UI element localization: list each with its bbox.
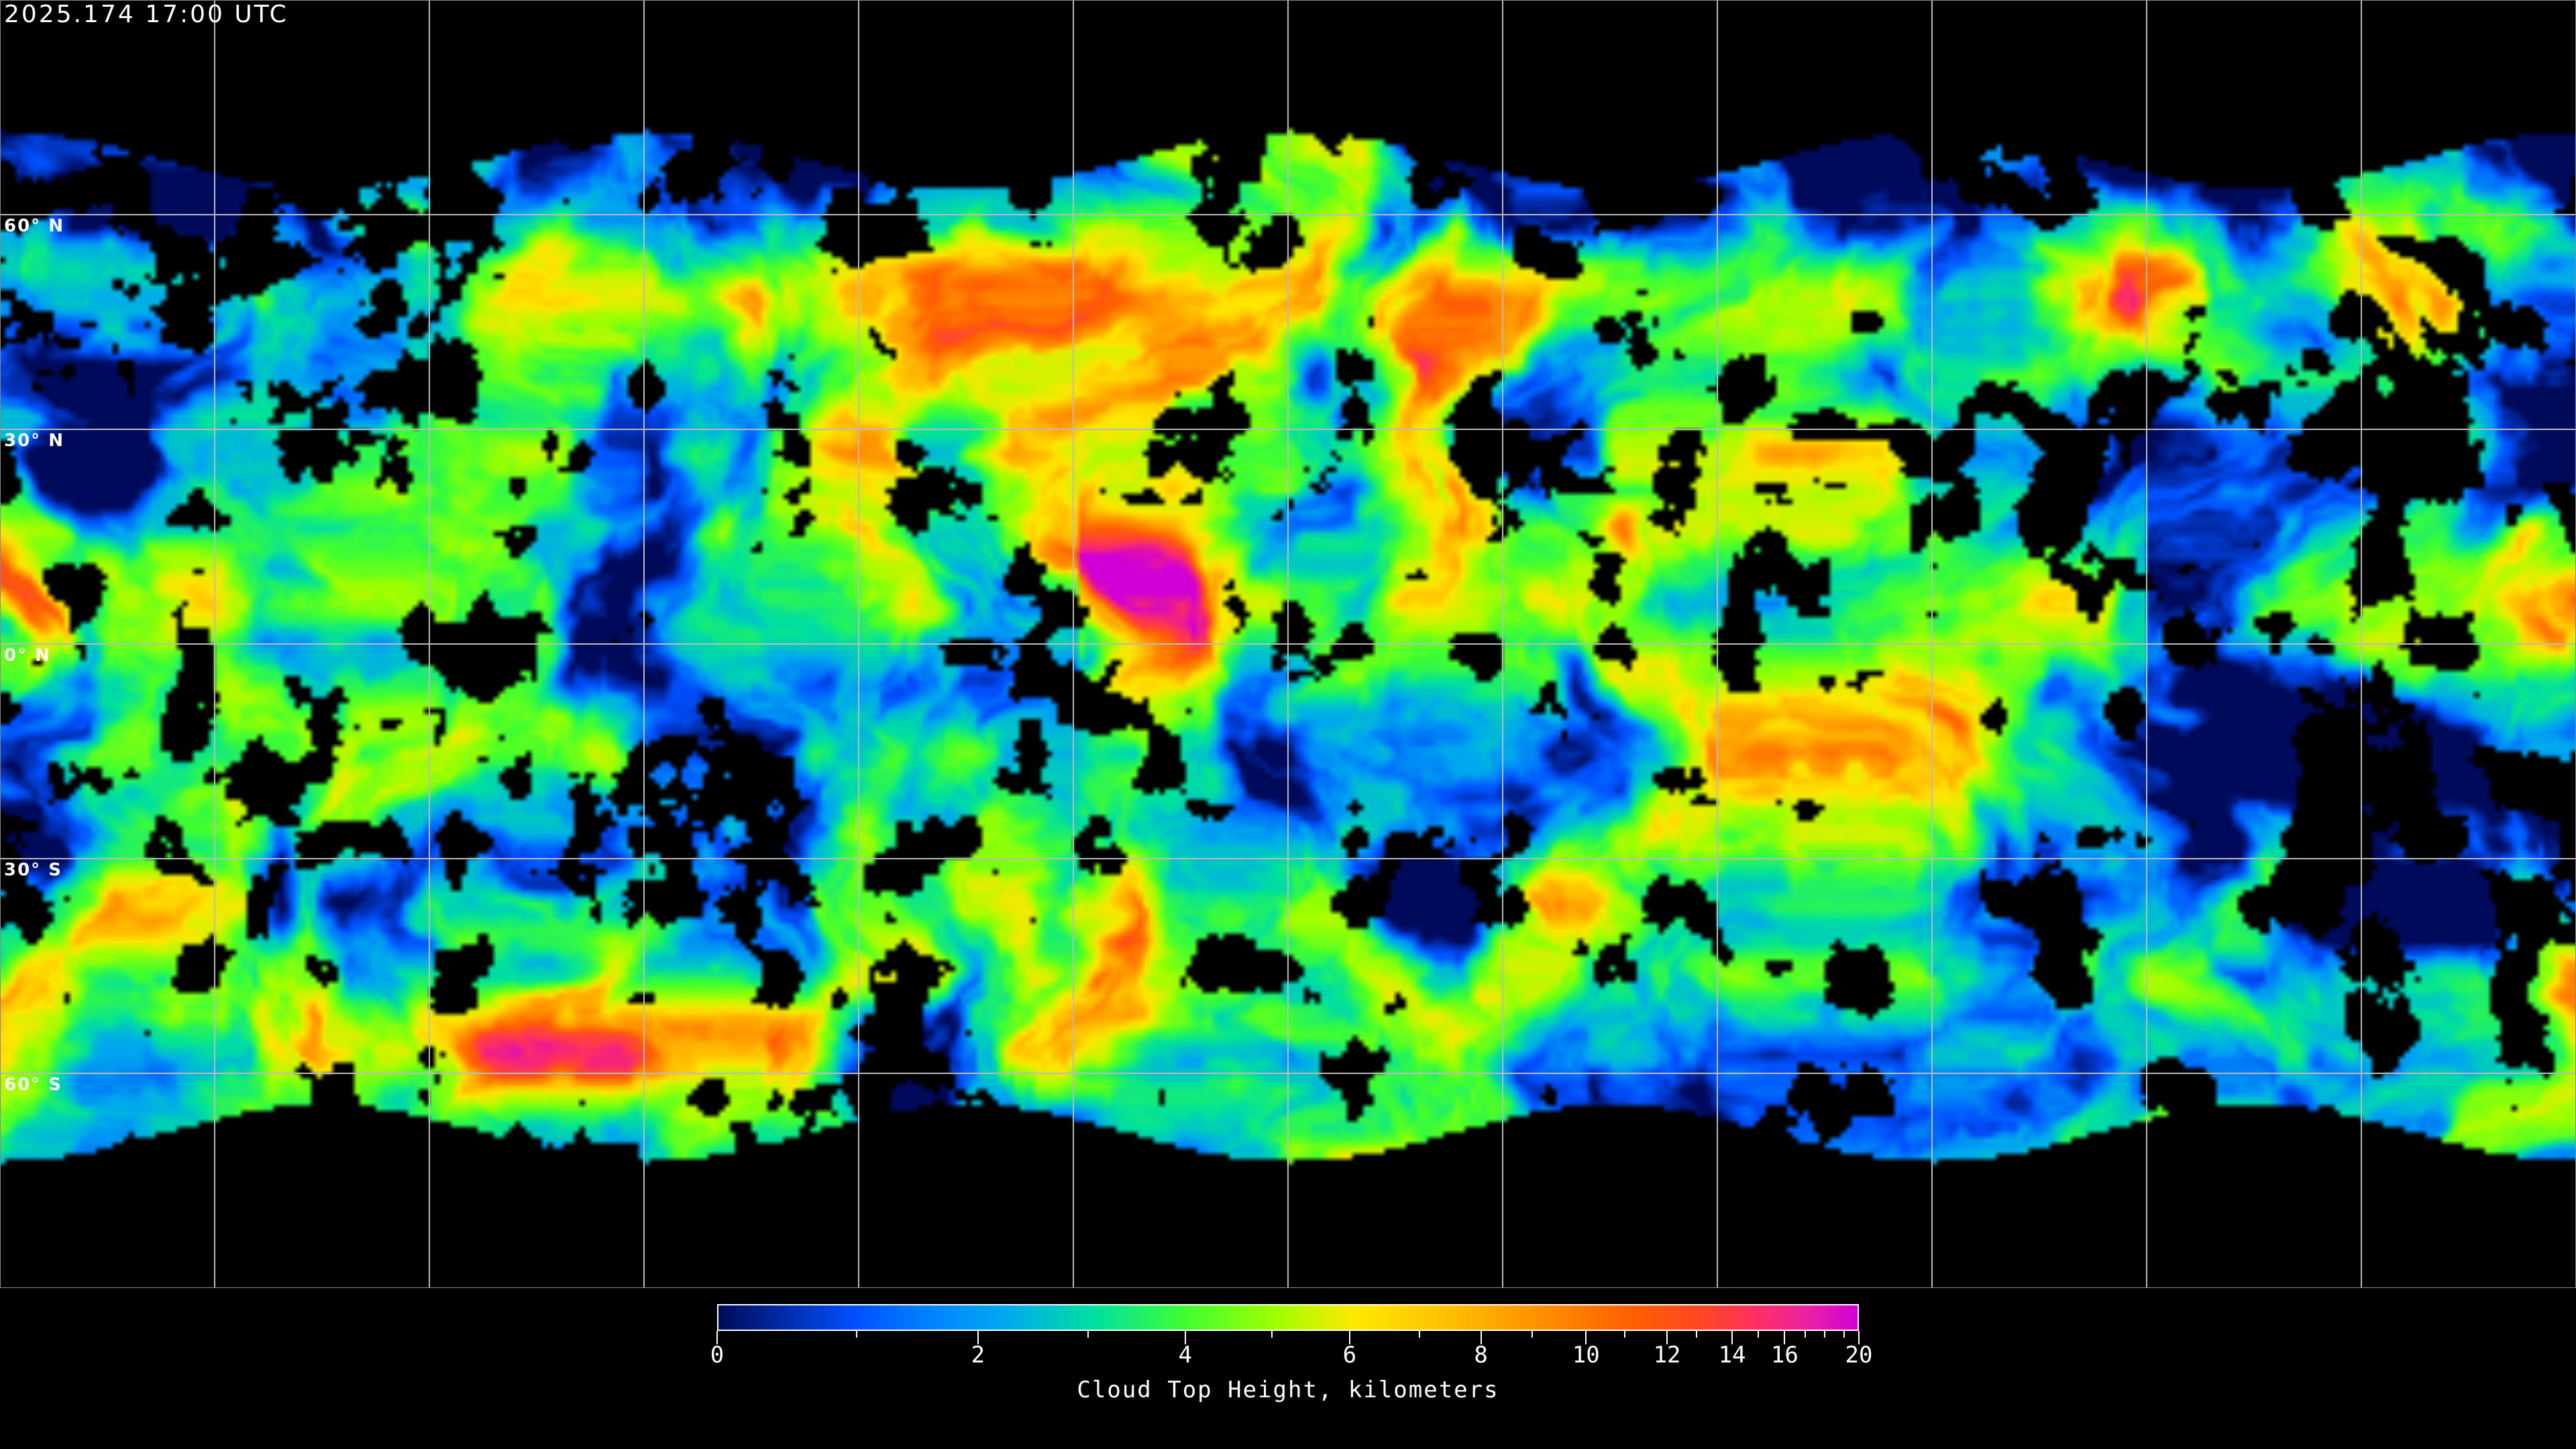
timestamp: 2025.174 17:00 UTC <box>4 1 288 28</box>
colorbar-major-tick <box>977 1331 979 1344</box>
lat-label-30n: 30° N <box>4 431 64 451</box>
colorbar-major-tick <box>1784 1331 1786 1344</box>
colorbar-minor-tick <box>1624 1331 1626 1338</box>
lat-label-0: 0° N <box>4 645 51 665</box>
colorbar-minor-tick <box>1843 1331 1845 1338</box>
colorbar-major-tick <box>1184 1331 1186 1344</box>
colorbar-minor-tick <box>1418 1331 1420 1338</box>
lat-label-30s: 30° S <box>4 860 62 880</box>
lat-lon-grid <box>0 0 2576 1288</box>
colorbar-minor-tick <box>1532 1331 1534 1338</box>
colorbar-minor-tick <box>1087 1331 1089 1338</box>
colorbar-major-tick <box>1858 1331 1860 1344</box>
lat-label-60s: 60° S <box>4 1075 62 1095</box>
colorbar-title: Cloud Top Height, kilometers <box>1077 1377 1499 1403</box>
colorbar-minor-tick <box>1823 1331 1825 1338</box>
colorbar-major-tick <box>1666 1331 1668 1344</box>
colorbar-major-tick <box>1585 1331 1587 1344</box>
colorbar-major-tick <box>1731 1331 1733 1344</box>
colorbar-tick-label: 6 <box>1342 1342 1357 1368</box>
colorbar-tick-label: 16 <box>1770 1342 1799 1368</box>
colorbar <box>717 1304 1859 1331</box>
colorbar-tick-label: 4 <box>1178 1342 1193 1368</box>
colorbar-tick-label: 20 <box>1845 1342 1873 1368</box>
colorbar-tick-label: 8 <box>1474 1342 1488 1368</box>
colorbar-major-tick <box>716 1331 718 1344</box>
lat-label-60n: 60° N <box>4 216 64 236</box>
colorbar-major-tick <box>1348 1331 1350 1344</box>
colorbar-minor-tick <box>1805 1331 1806 1338</box>
colorbar-minor-tick <box>1696 1331 1698 1338</box>
colorbar-tick-label: 14 <box>1718 1342 1746 1368</box>
colorbar-minor-tick <box>1271 1331 1273 1338</box>
colorbar-tick-label: 2 <box>971 1342 985 1368</box>
colorbar-tick-label: 0 <box>710 1342 724 1368</box>
colorbar-major-tick <box>1480 1331 1482 1344</box>
colorbar-minor-tick <box>1758 1331 1760 1338</box>
colorbar-minor-tick <box>855 1331 857 1338</box>
colorbar-tick-label: 10 <box>1572 1342 1600 1368</box>
colorbar-tick-label: 12 <box>1653 1342 1681 1368</box>
